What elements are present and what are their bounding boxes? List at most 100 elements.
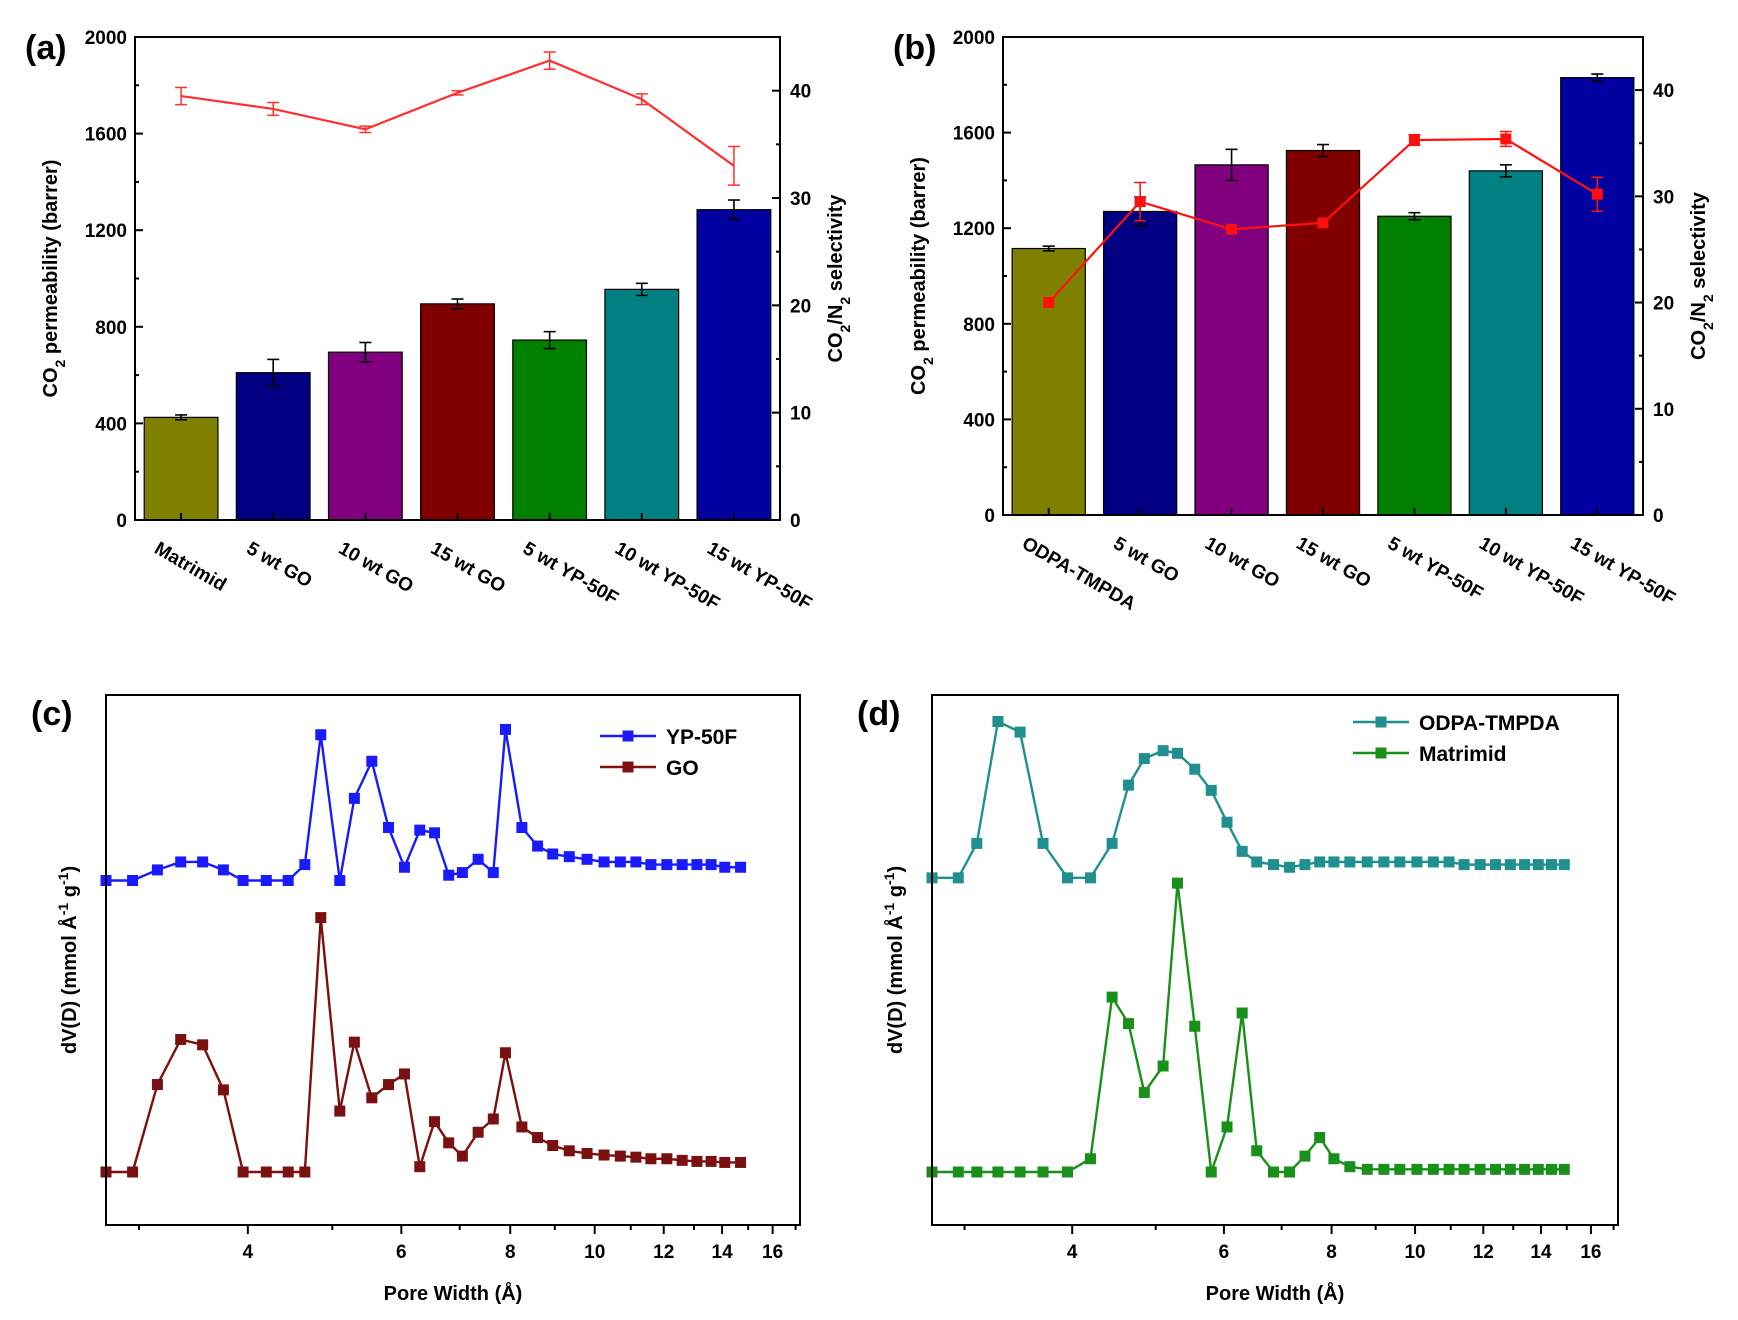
data-point [1558,1163,1570,1175]
data-point [1361,856,1373,868]
y-tick-label: 0 [116,511,127,532]
bar [512,339,588,521]
x-axis-title: Pore Width (Å) [384,1281,523,1305]
y-tick-label: 2000 [953,28,995,49]
data-point [1458,859,1470,871]
data-point [414,1161,426,1173]
data-point [334,875,346,886]
data-point [1504,859,1516,871]
data-point [563,1145,575,1157]
data-point [282,1166,294,1178]
data-point [1443,856,1455,868]
x-tick-label: 4 [243,1242,254,1263]
bar [1011,247,1086,516]
data-point [661,859,673,871]
data-point [398,1068,410,1080]
panel-label: (c) [31,695,73,733]
data-point [1037,837,1049,849]
data-point [1394,856,1406,868]
data-point [1546,859,1558,871]
data-point [1189,763,1201,775]
data-point [1411,1163,1423,1175]
data-point [1490,859,1502,871]
data-point [532,1132,544,1144]
data-point [1394,1163,1406,1175]
bar [1560,77,1635,516]
data-point [260,875,272,886]
bar [696,209,772,521]
legend-marker [1375,747,1387,759]
data-point [1014,726,1026,738]
chart-panel-2: (b)0400800120016002000010203040ODPA-TMPD… [893,28,1716,615]
data-point [563,851,575,863]
data-point [1061,1166,1073,1178]
series-line [932,883,1565,1174]
data-point [735,1156,747,1168]
data-point [598,1149,610,1161]
data-point [1361,1163,1373,1175]
data-point [487,1113,499,1125]
x-tick-label: 5 wt YP-50F [1384,533,1487,604]
data-point [691,859,703,871]
data-point [1427,856,1439,868]
data-point [1236,1007,1248,1019]
x-tick-label: 16 [1580,1242,1601,1263]
data-point [1284,1166,1296,1178]
bar [1194,164,1269,516]
data-point [630,1151,642,1163]
x-tick-label: 15 wt YP-50F [703,538,815,615]
data-point [443,1137,455,1149]
data-point [382,822,394,833]
selectivity-marker [1134,196,1146,208]
data-point [1084,872,1096,884]
data-point [456,867,468,879]
data-point [151,1079,163,1091]
data-point [1014,1166,1026,1178]
data-point [334,1105,346,1117]
data-point [315,729,327,741]
data-point [1268,1166,1280,1178]
data-point [1205,784,1217,796]
data-point [1106,991,1118,1003]
y-tick-label: 0 [984,506,995,527]
panel-label: (a) [25,29,67,67]
legend-label: GO [666,757,699,780]
data-point [175,856,187,868]
y2-tick-label: 20 [790,296,811,317]
data-point [1558,859,1570,871]
data-point [1443,1163,1455,1175]
data-point [1157,1060,1169,1072]
data-point [217,1084,229,1096]
data-point [299,859,311,871]
data-point [1221,1121,1233,1133]
selectivity-marker [1500,133,1512,145]
data-point [366,755,378,767]
x-tick-label: 8 [1326,1242,1337,1263]
data-point [1268,859,1280,871]
data-point [614,1150,626,1162]
selectivity-marker [1591,188,1603,200]
selectivity-marker [1317,217,1329,229]
data-point [661,1153,673,1165]
y-tick-label: 800 [95,318,127,339]
data-point [952,872,964,884]
data-point [429,1116,441,1128]
y2-tick-label: 0 [1653,506,1664,527]
y2-tick-label: 40 [790,82,811,103]
selectivity-marker [1043,297,1055,309]
data-point [348,1036,360,1048]
legend-label: YP-50F [666,726,737,749]
data-point [1328,856,1340,868]
data-point [645,1153,657,1165]
data-point [1378,856,1390,868]
data-point [1157,745,1169,757]
data-point [992,1166,1004,1178]
y2-tick-label: 30 [790,189,811,210]
data-point [299,1166,311,1178]
x-tick-label: 15 wt GO [1293,533,1375,592]
data-point [1138,753,1150,765]
data-point [1106,837,1118,849]
bar [143,416,219,521]
